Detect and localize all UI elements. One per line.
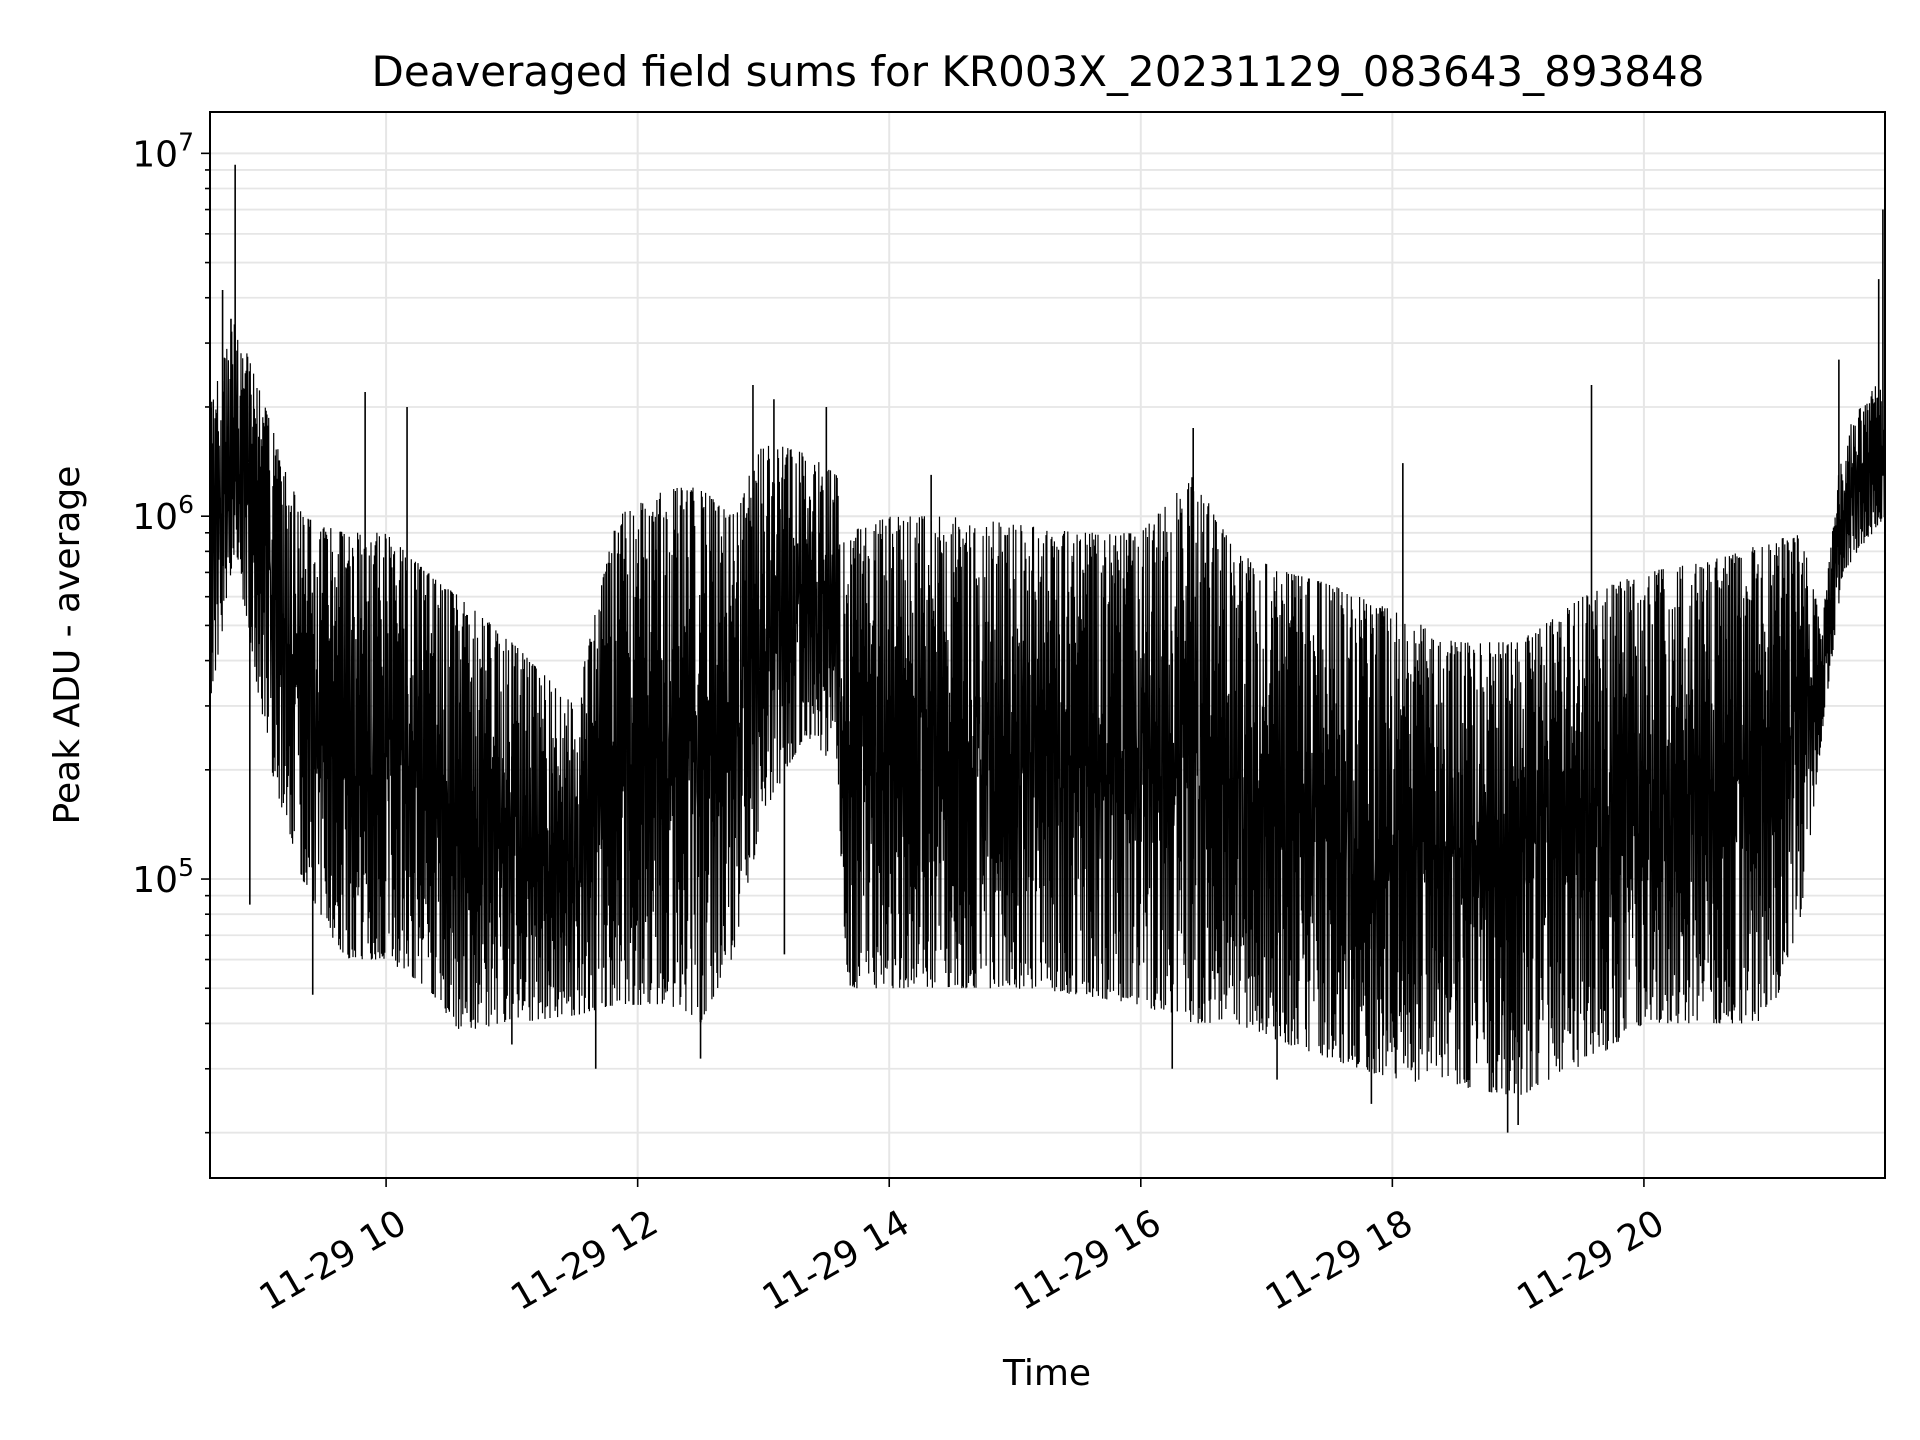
- y-tick-label-exponent: 5: [178, 853, 194, 882]
- y-tick-label-exponent: 7: [178, 127, 194, 156]
- x-axis-label: Time: [1002, 1353, 1091, 1394]
- plot-area-frame: [209, 111, 1886, 1179]
- y-tick-label: 107: [132, 127, 194, 175]
- chart-title: Deaveraged field sums for KR003X_2023112…: [372, 47, 1705, 96]
- y-tick-label: 105: [132, 853, 194, 901]
- series-trace: [209, 324, 1886, 1095]
- y-tick-label-exponent: 6: [178, 490, 194, 519]
- y-tick-label-base: 10: [132, 860, 178, 901]
- y-tick-label-base: 10: [132, 134, 178, 175]
- y-tick-label-base: 10: [132, 497, 178, 538]
- y-axis-label: Peak ADU - average: [47, 466, 88, 825]
- y-tick-label: 106: [132, 490, 194, 538]
- series-line: [209, 164, 1886, 1133]
